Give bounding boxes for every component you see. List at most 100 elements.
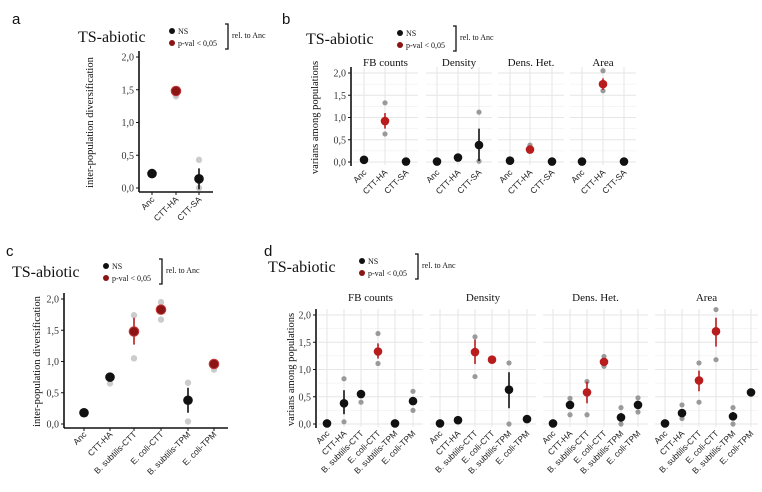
data-point-group xyxy=(711,306,721,363)
x-tick-label: CTT-HA xyxy=(152,194,181,223)
mean-point-ns xyxy=(453,153,463,162)
facet-title: Area xyxy=(592,57,613,69)
replicate-point xyxy=(679,415,685,422)
data-point-group xyxy=(356,389,366,405)
data-point-group xyxy=(170,85,182,100)
mean-point-ns xyxy=(474,140,484,150)
chart-title: TS-abiotic xyxy=(12,264,80,281)
panel-letter: b xyxy=(282,11,290,28)
mean-point-ns xyxy=(435,419,445,428)
data-point-group xyxy=(79,407,89,418)
data-point-group xyxy=(598,68,608,94)
data-point-group xyxy=(208,358,220,373)
legend-ns-marker xyxy=(397,30,403,36)
replicate-point xyxy=(184,379,192,386)
y-tick-label: 0,0 xyxy=(334,158,347,169)
y-axis-label: varians among populations xyxy=(310,61,321,174)
mean-point-significant xyxy=(599,357,609,367)
mean-point-ns xyxy=(548,419,558,428)
replicate-point xyxy=(375,330,381,337)
data-point-group xyxy=(525,142,535,154)
data-point-group xyxy=(183,379,193,425)
chart-title: TS-abiotic xyxy=(268,259,336,276)
panel-letter: d xyxy=(264,243,272,260)
panel-letter: c xyxy=(6,243,14,260)
replicate-point xyxy=(600,68,606,74)
mean-point-ns xyxy=(147,168,157,179)
legend-sig-marker xyxy=(103,275,109,281)
data-point-group xyxy=(359,155,369,165)
panel-b: b TS-abiotic NS p-val < 0,05 rel. to Anc 0,0 0… xyxy=(282,11,636,196)
mean-point-ns xyxy=(194,174,204,184)
legend-bracket xyxy=(225,23,229,50)
mean-point-significant xyxy=(208,358,220,370)
mean-point-ns xyxy=(390,419,400,428)
mean-point-ns xyxy=(432,157,442,166)
legend-ns-label: NS xyxy=(406,29,416,38)
mean-point-ns xyxy=(577,157,587,166)
replicate-point xyxy=(600,88,606,94)
mean-point-ns xyxy=(505,156,515,165)
data-point-group xyxy=(660,419,670,428)
chart-title: TS-abiotic xyxy=(78,29,146,46)
legend-sig-label: p-val < 0,05 xyxy=(406,41,445,50)
panel-a: a TS-abiotic NS p-val < 0,05 rel. to Anc 0,0 0… xyxy=(12,11,266,223)
data-point-group xyxy=(577,157,587,166)
y-tick-label: 2,0 xyxy=(122,53,135,64)
replicate-point xyxy=(601,353,607,360)
replicate-point xyxy=(567,412,573,418)
y-axis-label: varians among populations xyxy=(286,313,297,426)
x-tick-label: B. subtilis-CTT xyxy=(92,429,138,475)
replicate-point xyxy=(358,399,364,405)
replicate-point xyxy=(713,357,719,363)
mean-point-ns xyxy=(746,388,756,397)
data-point-group xyxy=(432,157,442,166)
replicate-point xyxy=(382,100,388,106)
chart-title: TS-abiotic xyxy=(306,31,374,48)
legend-bracket-label: rel. to Anc xyxy=(460,33,494,42)
mean-point-significant xyxy=(487,355,497,364)
y-tick-label: 1,5 xyxy=(299,338,312,349)
panel-letter: a xyxy=(12,11,21,28)
data-point-group xyxy=(548,419,558,428)
replicate-point xyxy=(730,405,736,411)
mean-point-ns xyxy=(401,157,411,166)
data-point-group xyxy=(128,312,140,362)
replicate-point xyxy=(130,312,138,319)
legend-bracket xyxy=(159,258,163,285)
x-tick-label: Anc xyxy=(139,194,157,212)
replicate-point xyxy=(410,388,416,394)
replicate-point xyxy=(679,402,685,408)
legend-bracket-label: rel. to Anc xyxy=(422,261,456,270)
legend-ns-label: NS xyxy=(112,262,122,271)
data-point-group xyxy=(565,395,575,418)
replicate-point xyxy=(341,419,347,425)
y-tick-label: 0,5 xyxy=(299,392,312,403)
mean-point-significant xyxy=(170,85,182,97)
y-tick-label: 1,0 xyxy=(47,357,60,368)
y-tick-label: 0,0 xyxy=(299,420,312,431)
y-tick-label: 0,5 xyxy=(47,388,60,399)
panel-d: dTS-abiotic NS p-val < 0,05 rel. to Anc 0,0 0… xyxy=(264,243,758,476)
replicate-point xyxy=(618,405,624,411)
legend-ns-label: NS xyxy=(178,27,188,36)
mean-point-ns xyxy=(677,408,687,418)
y-tick-label: 1,0 xyxy=(334,113,347,124)
data-point-group xyxy=(582,378,592,418)
data-point-group xyxy=(105,372,115,387)
replicate-point xyxy=(696,399,702,405)
x-tick-label: Anc xyxy=(71,429,89,447)
data-point-group xyxy=(746,388,756,397)
legend-ns-marker xyxy=(359,258,365,264)
legend-bracket xyxy=(415,253,419,280)
legend-sig-label: p-val < 0,05 xyxy=(368,269,407,278)
mean-point-ns xyxy=(565,400,575,410)
y-tick-label: 0,0 xyxy=(47,420,60,431)
data-point-group xyxy=(504,360,514,427)
y-tick-label: 1,0 xyxy=(299,365,312,376)
data-point-group xyxy=(194,156,204,192)
data-point-group xyxy=(339,376,349,425)
data-point-group xyxy=(522,414,532,424)
legend-ns-label: NS xyxy=(368,257,378,266)
